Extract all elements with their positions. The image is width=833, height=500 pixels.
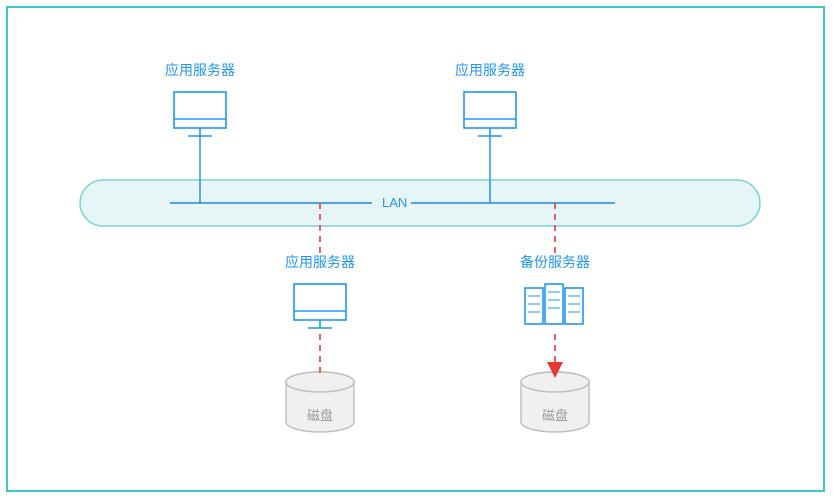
label-app-server-top-left: 应用服务器 bbox=[165, 60, 235, 80]
label-backup-server: 备份服务器 bbox=[520, 252, 590, 272]
monitor-icon bbox=[294, 284, 346, 320]
label-app-server-top-right: 应用服务器 bbox=[455, 60, 525, 80]
server-icon bbox=[545, 284, 563, 324]
label-lan: LAN bbox=[378, 195, 411, 210]
monitor-icon bbox=[174, 92, 226, 128]
label-app-server-mid-left: 应用服务器 bbox=[285, 252, 355, 272]
monitor-icon bbox=[464, 92, 516, 128]
label-disk-right: 磁盘 bbox=[540, 405, 570, 424]
diagram-canvas bbox=[0, 0, 833, 500]
server-icon bbox=[565, 288, 583, 324]
server-icon bbox=[525, 288, 543, 324]
label-disk-left: 磁盘 bbox=[305, 405, 335, 424]
